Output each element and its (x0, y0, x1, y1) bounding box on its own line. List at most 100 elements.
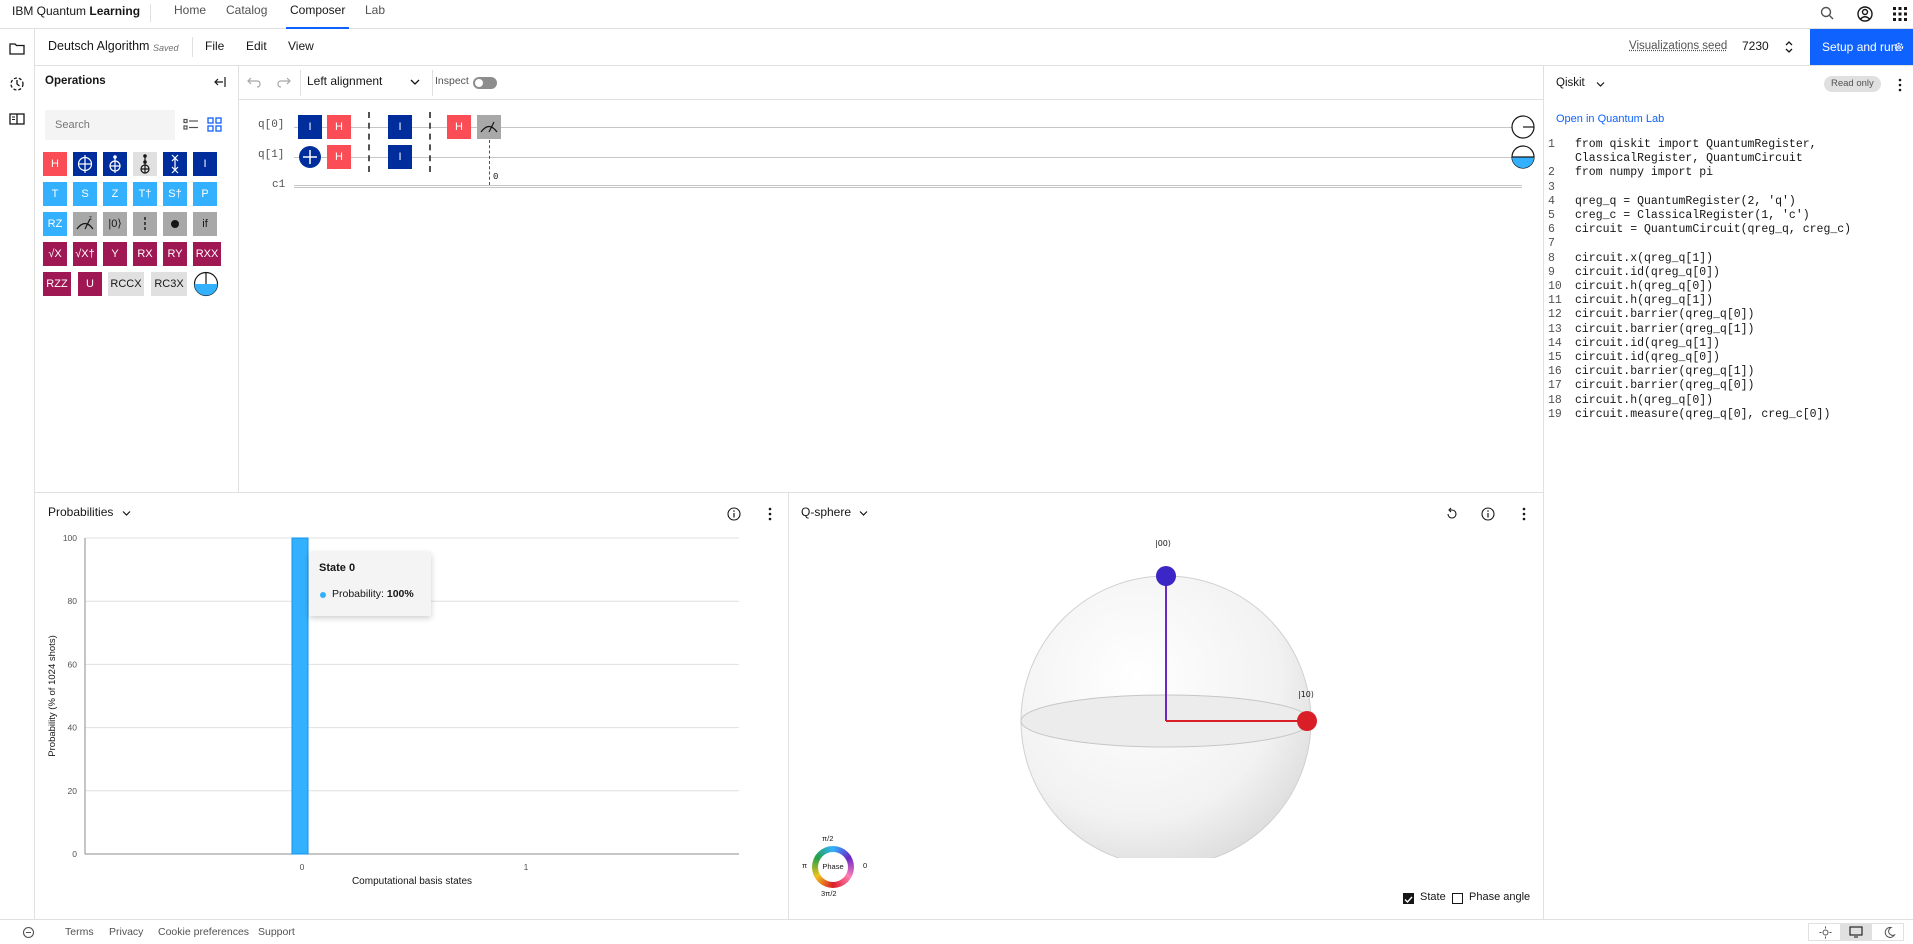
circuit-gate-i[interactable]: I (388, 115, 412, 139)
qsphere-dropdown[interactable]: Q-sphere (801, 505, 852, 519)
seed-stepper-icon[interactable] (1784, 39, 1794, 55)
gate-controlled[interactable] (133, 152, 157, 176)
chevron-down-icon[interactable] (1596, 81, 1605, 88)
barrier-line[interactable] (368, 112, 370, 172)
state-10-label: |10⟩ (1298, 690, 1314, 699)
gate-toffoli[interactable] (103, 152, 127, 176)
search-icon[interactable] (1818, 4, 1838, 24)
overflow-menu-icon[interactable] (768, 507, 772, 521)
circuit-gate-h[interactable]: H (327, 115, 351, 139)
gate-sdg[interactable]: S† (163, 182, 187, 206)
qubit-label-q0[interactable]: q[0] (258, 119, 285, 131)
qubit-label-q1[interactable]: q[1] (258, 149, 285, 161)
seed-value-input[interactable]: 7230 (1742, 39, 1769, 53)
gate-control[interactable] (163, 212, 187, 236)
menu-edit[interactable]: Edit (246, 39, 267, 53)
circuit-gate-measure[interactable] (477, 115, 501, 139)
gate-rzz[interactable]: RZZ (43, 272, 71, 296)
gate-s[interactable]: S (73, 182, 97, 206)
alignment-dropdown[interactable]: Left alignment (307, 74, 383, 88)
tab-lab[interactable]: Lab (365, 3, 386, 17)
gate-rz[interactable]: RZ (43, 212, 67, 236)
language-dropdown[interactable]: Qiskit (1556, 77, 1585, 89)
gate-cnot[interactable] (73, 152, 97, 176)
gate-u[interactable]: U (78, 272, 102, 296)
sun-icon[interactable] (1819, 926, 1832, 939)
overflow-menu-icon[interactable] (1522, 507, 1526, 521)
footer-link-terms[interactable]: Terms (65, 926, 94, 938)
operations-search-input[interactable] (45, 110, 175, 140)
setup-and-run-button[interactable]: Setup and run (1810, 29, 1913, 65)
tab-composer[interactable]: Composer (286, 0, 350, 29)
tab-catalog[interactable]: Catalog (226, 3, 268, 17)
gate-t[interactable]: T (43, 182, 67, 206)
history-icon[interactable] (8, 75, 26, 93)
feedback-icon[interactable] (22, 926, 35, 939)
overflow-menu-icon[interactable] (1898, 78, 1902, 92)
gate-y[interactable]: Y (103, 242, 127, 266)
list-view-icon[interactable] (183, 118, 199, 132)
folder-icon[interactable] (8, 40, 26, 58)
gate-rxx[interactable]: RXX (193, 242, 221, 266)
gate-reset[interactable]: |0⟩ (103, 212, 127, 236)
menu-view[interactable]: View (288, 39, 314, 53)
gate-barrier[interactable] (133, 212, 157, 236)
phase-angle-checkbox[interactable] (1452, 893, 1463, 904)
classical-wire (294, 185, 1522, 188)
gate-rc3x[interactable]: RC3X (151, 272, 187, 296)
user-avatar-icon[interactable] (1855, 4, 1875, 24)
collapse-panel-icon[interactable] (213, 75, 227, 89)
circuit-gate-h[interactable]: H (447, 115, 471, 139)
moon-icon[interactable] (1883, 926, 1896, 939)
system-theme-button[interactable] (1840, 924, 1872, 940)
gate-measure[interactable]: z (73, 212, 97, 236)
gate-z[interactable]: Z (103, 182, 127, 206)
gate-i[interactable]: I (193, 152, 217, 176)
footer-link-privacy[interactable]: Privacy (109, 926, 144, 938)
circuit-gate-i[interactable]: I (388, 145, 412, 169)
info-icon[interactable] (727, 507, 741, 521)
chevron-down-icon[interactable] (122, 510, 131, 517)
gate-ry[interactable]: RY (163, 242, 187, 266)
chevron-down-icon[interactable] (410, 78, 420, 86)
grid-view-icon[interactable] (207, 117, 222, 132)
state-checkbox[interactable] (1403, 893, 1414, 904)
footer-link-cookies[interactable]: Cookie preferences (158, 926, 250, 938)
bloch-probe-icon[interactable] (193, 271, 219, 297)
barrier-line[interactable] (429, 112, 431, 172)
classical-label-c1[interactable]: c1 (272, 179, 286, 191)
gate-tdg[interactable]: T† (133, 182, 157, 206)
probe-q0-icon[interactable] (1511, 115, 1535, 139)
inspect-toggle[interactable] (473, 77, 497, 89)
gate-rx[interactable]: RX (133, 242, 157, 266)
circuit-gate-i[interactable]: I (298, 115, 322, 139)
gate-sxdg[interactable]: √X† (73, 242, 97, 266)
gate-sx[interactable]: √X (43, 242, 67, 266)
gate-swap[interactable] (163, 152, 187, 176)
gate-h[interactable]: H (43, 152, 67, 176)
redo-icon[interactable] (277, 76, 291, 88)
reset-view-icon[interactable] (1445, 507, 1459, 521)
visualizations-seed-label[interactable]: Visualizations seed (1629, 40, 1728, 52)
menu-file[interactable]: File (205, 39, 225, 53)
probabilities-dropdown[interactable]: Probabilities (48, 505, 114, 519)
tab-home[interactable]: Home (174, 3, 207, 17)
state-10-node[interactable] (1297, 711, 1317, 731)
chevron-down-icon[interactable] (859, 510, 868, 517)
circuit-gate-h[interactable]: H (327, 145, 351, 169)
state-00-node[interactable] (1156, 566, 1176, 586)
book-icon[interactable] (8, 110, 26, 128)
x-gate-icon[interactable] (298, 145, 322, 169)
info-icon[interactable] (1481, 507, 1495, 521)
app-switcher-icon[interactable] (1890, 4, 1910, 24)
open-in-lab-link[interactable]: Open in Quantum Lab (1556, 113, 1665, 125)
undo-icon[interactable] (247, 76, 261, 88)
brand-logo[interactable]: IBM Quantum Learning (12, 4, 140, 18)
file-name[interactable]: Deutsch Algorithm (48, 39, 150, 53)
gate-if[interactable]: if (193, 212, 217, 236)
gate-p[interactable]: P (193, 182, 217, 206)
probe-q1-icon[interactable] (1511, 145, 1535, 169)
code-line: circuit.barrier(qreg_q[1]) (1575, 322, 1755, 336)
footer-link-support[interactable]: Support (258, 926, 295, 938)
gate-rccx[interactable]: RCCX (108, 272, 144, 296)
